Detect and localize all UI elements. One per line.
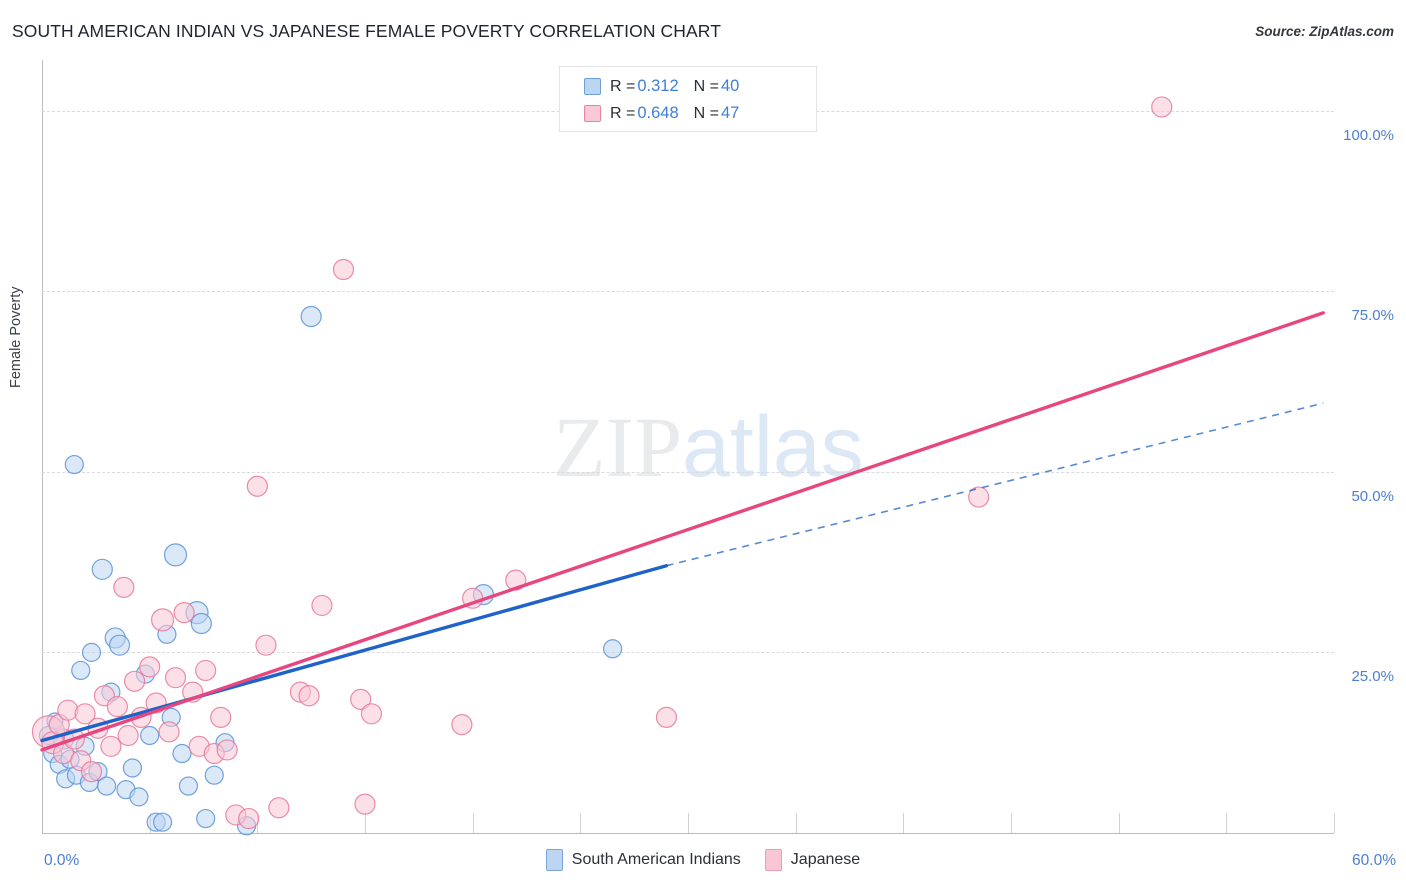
x-tick-60 [1334,813,1335,833]
source-attribution: Source: ZipAtlas.com [1255,24,1394,39]
series-label-south-american-indians: South American Indians [571,851,741,868]
n-value-pink: 47 [720,104,740,122]
series-legend: South American Indians Japanese [0,849,1406,871]
r-label-pink: R = [610,104,636,122]
x-tick-5 [149,813,151,833]
correlation-legend: R = 0.312 N = 40 R = 0.648 N = 47 [559,66,817,132]
x-tick-40 [903,813,905,833]
zipatlas-watermark: ZIPatlas [553,404,864,490]
x-tick-15 [365,813,366,833]
y-tick-label-50: 50.0% [1351,487,1394,505]
x-tick-25 [580,813,582,833]
x-tick-20 [472,813,474,833]
correlation-row-japanese: R = 0.648 N = 47 [584,100,816,127]
gridline-25 [42,652,1334,654]
watermark-zip: ZIP [553,399,682,495]
series-points-japanese [31,96,1173,830]
y-tick-label-75: 75.0% [1351,307,1394,325]
series-swatch-japanese [764,849,782,871]
series-points-south-american-indians [38,305,623,836]
correlation-row-south-american-indians: R = 0.312 N = 40 [584,73,816,100]
r-label-blue: R = [610,77,636,95]
trendline-projection-south-american-indians [666,402,1324,567]
trendline-japanese [40,311,1325,752]
page-title: SOUTH AMERICAN INDIAN VS JAPANESE FEMALE… [12,21,722,41]
x-tick-50 [1118,813,1120,833]
y-axis-line [42,60,43,833]
y-tick-label-100: 100.0% [1343,126,1394,144]
x-axis-line [42,833,1334,834]
x-axis-max-label: 60.0% [1352,852,1396,869]
x-tick-55 [1226,813,1228,833]
x-tick-45 [1011,813,1012,833]
legend-item-japanese[interactable]: Japanese [764,849,861,871]
gridline-50 [42,471,1334,473]
series-label-japanese: Japanese [790,851,861,868]
legend-item-south-american-indians[interactable]: South American Indians [545,849,741,871]
series-swatch-south-american-indians [545,849,563,871]
x-tick-35 [795,813,797,833]
n-value-blue: 40 [720,77,740,95]
x-tick-30 [688,813,689,833]
legend-swatch-japanese [584,105,601,122]
n-label-pink: N = [693,104,719,122]
watermark-atlas: atlas [682,399,864,495]
gridline-75 [42,291,1334,293]
y-tick-label-25: 25.0% [1351,668,1394,686]
x-axis-min-label: 0.0% [44,852,80,869]
x-tick-10 [257,813,259,833]
y-axis-title: Female Poverty [8,286,24,388]
r-value-pink: 0.648 [637,104,679,122]
r-value-blue: 0.312 [637,77,679,95]
legend-swatch-south-american-indians [584,78,601,95]
n-label-blue: N = [693,77,719,95]
